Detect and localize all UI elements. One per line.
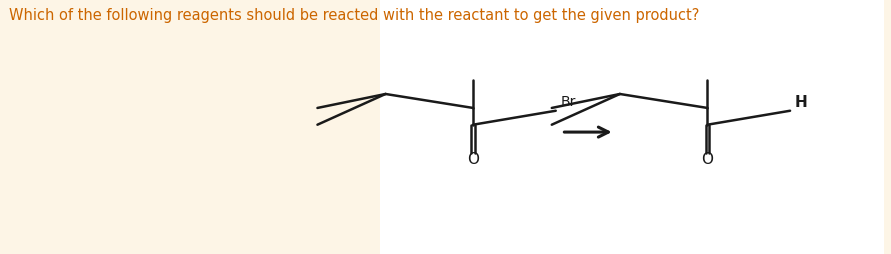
Text: O: O <box>701 152 714 167</box>
FancyBboxPatch shape <box>380 0 884 254</box>
Text: O: O <box>467 152 479 167</box>
Text: Br: Br <box>560 96 576 109</box>
Text: H: H <box>795 95 807 110</box>
Text: Which of the following reagents should be reacted with the reactant to get the g: Which of the following reagents should b… <box>9 8 699 23</box>
